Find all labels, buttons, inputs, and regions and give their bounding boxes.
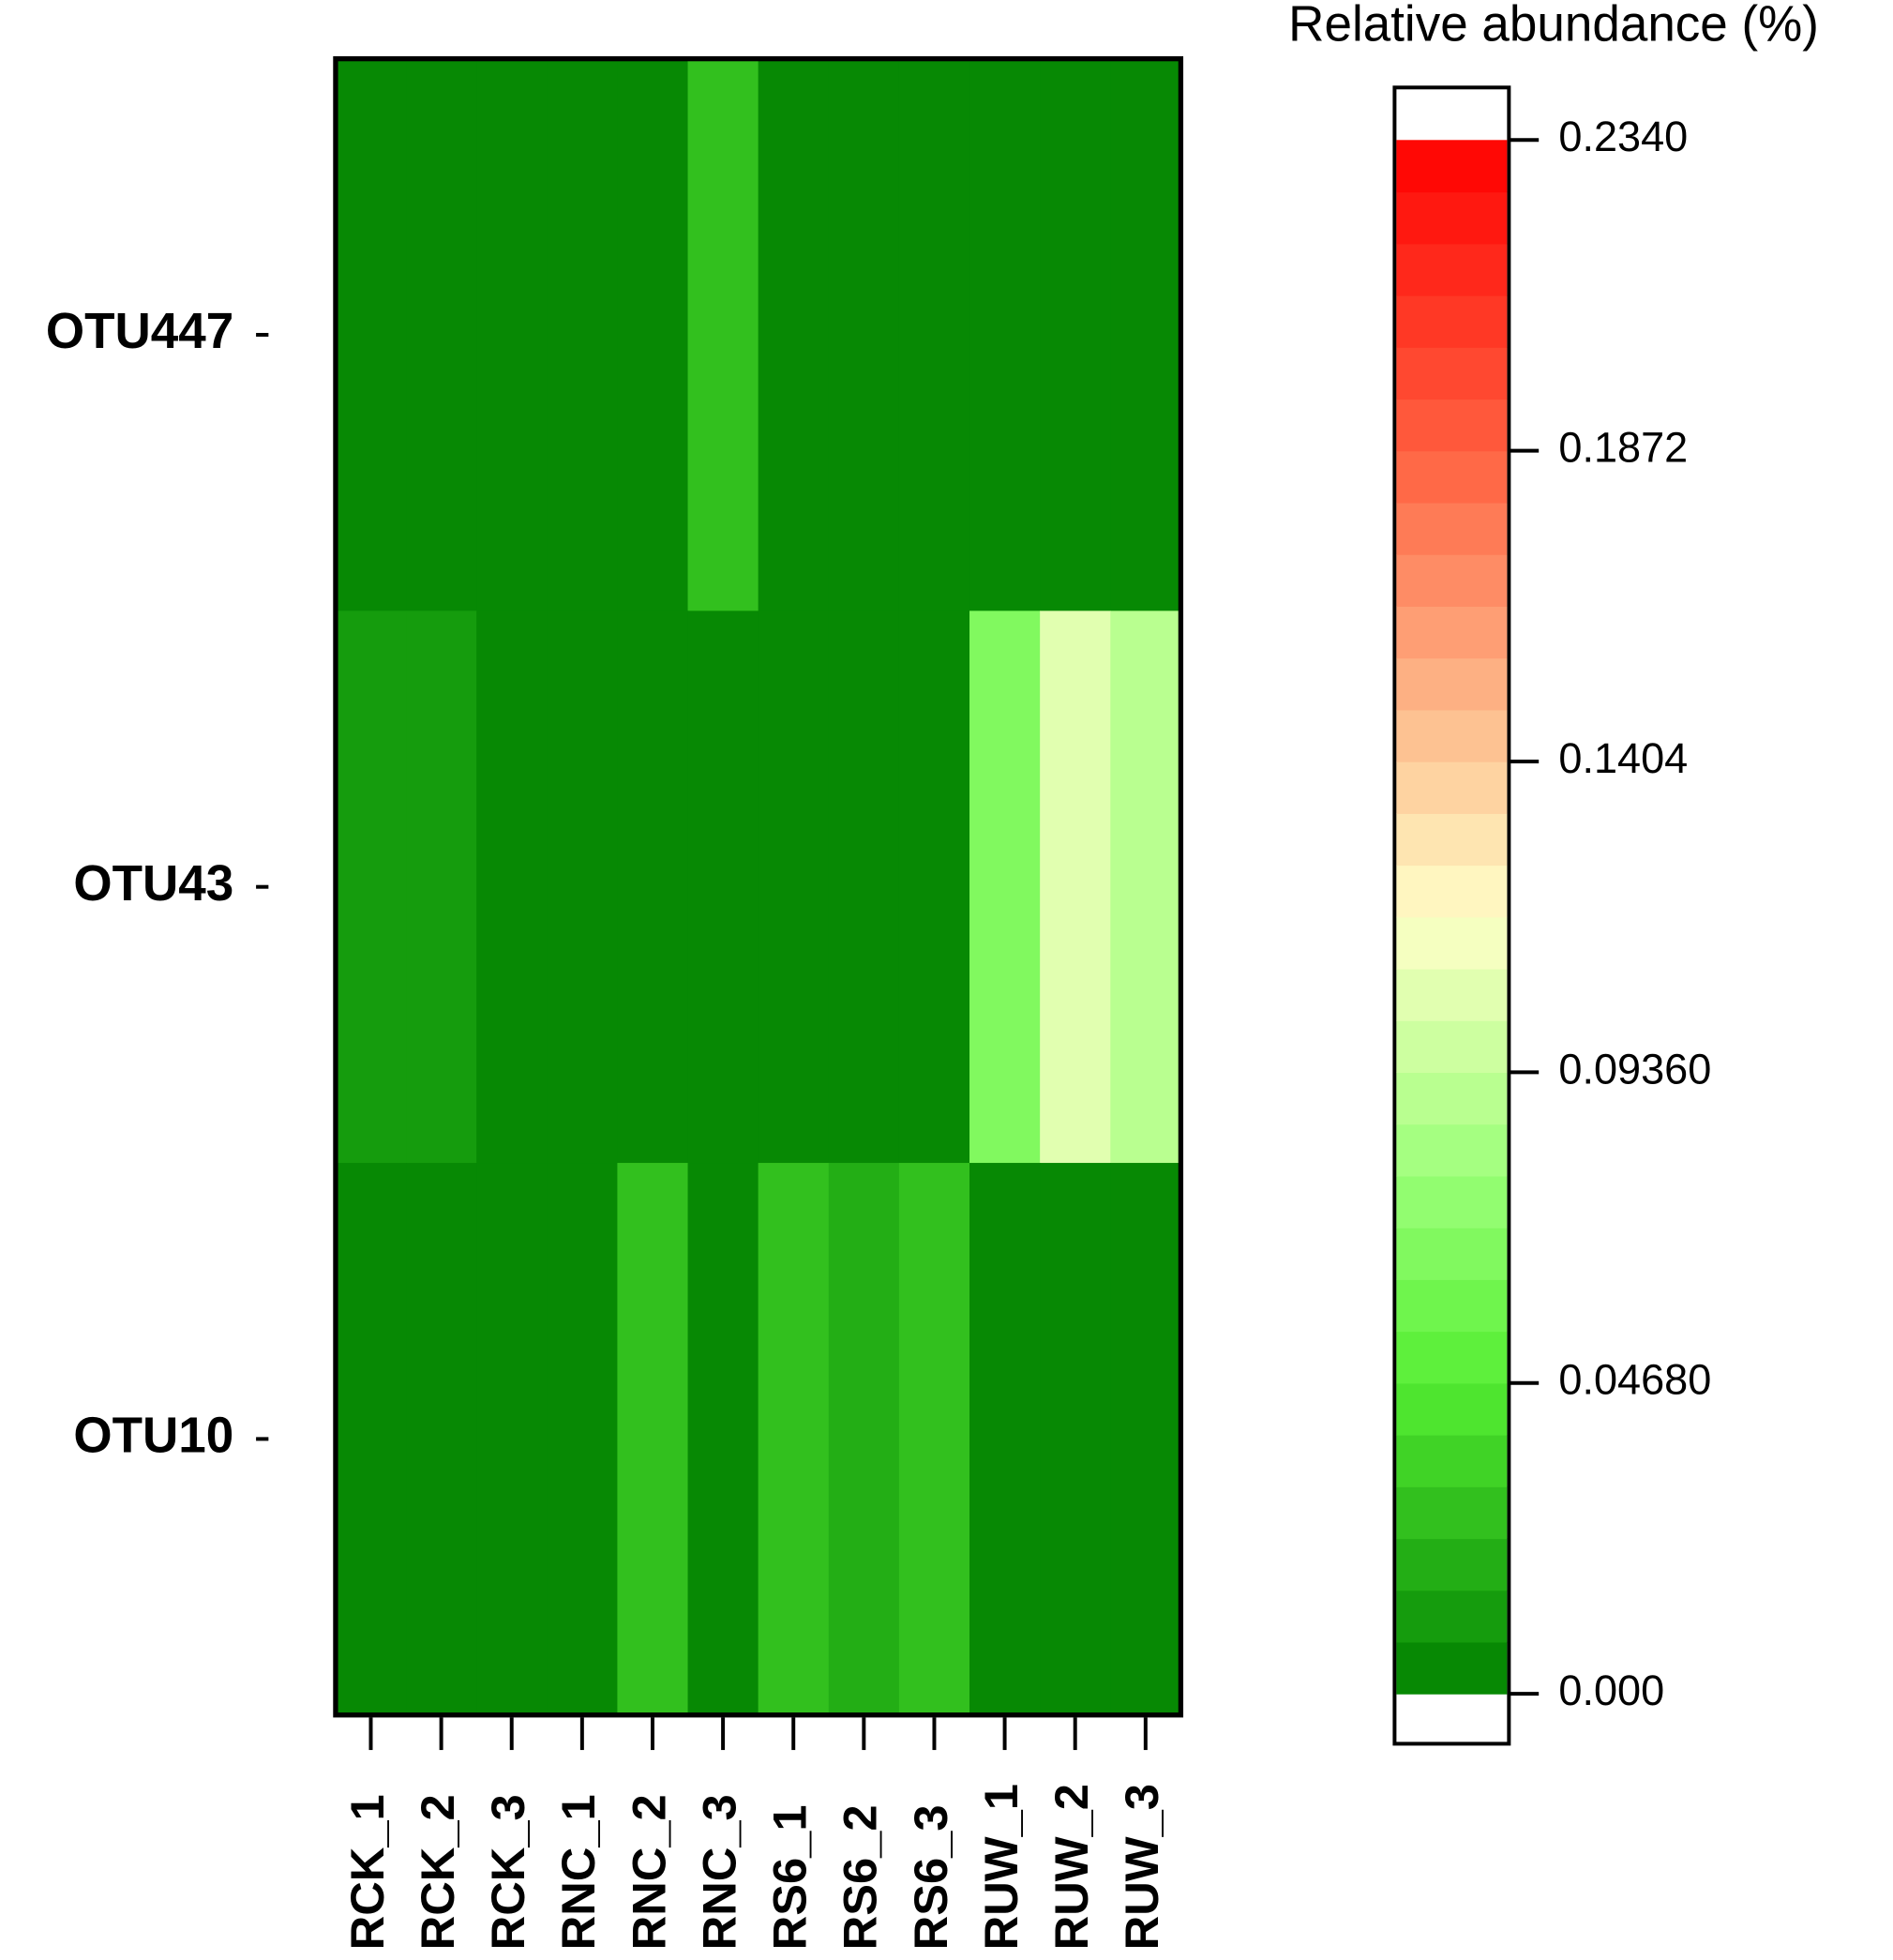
colorbar-band bbox=[1396, 1279, 1508, 1333]
colorbar-band bbox=[1396, 968, 1508, 1021]
heat-cell bbox=[828, 1163, 900, 1716]
heat-cell bbox=[617, 58, 689, 612]
heat-cell bbox=[687, 58, 759, 612]
colorbar-band bbox=[1396, 347, 1508, 400]
heat-cell bbox=[969, 1163, 1041, 1716]
row-label: OTU10 bbox=[73, 1408, 233, 1463]
colorbar-band bbox=[1396, 657, 1508, 711]
heat-cell bbox=[476, 1163, 548, 1716]
colorbar-tick-label: 0.04680 bbox=[1558, 1356, 1711, 1404]
heat-cell bbox=[617, 1163, 689, 1716]
heat-cell bbox=[1110, 58, 1182, 612]
heat-cell bbox=[898, 1163, 970, 1716]
colorbar-band bbox=[1396, 1228, 1508, 1280]
row-label: OTU447 bbox=[46, 304, 233, 359]
column-label: RUW_2 bbox=[1044, 1784, 1098, 1950]
colorbar-band bbox=[1396, 502, 1508, 555]
colorbar-band bbox=[1396, 761, 1508, 814]
column-label: RNC_3 bbox=[693, 1794, 746, 1950]
colorbar-band bbox=[1396, 294, 1508, 348]
colorbar-band bbox=[1396, 709, 1508, 762]
heat-cell bbox=[406, 58, 477, 612]
colorbar-tick-label: 0.2340 bbox=[1558, 113, 1688, 160]
colorbar-band bbox=[1396, 399, 1508, 452]
heat-cell bbox=[828, 58, 900, 612]
heat-cell bbox=[547, 611, 619, 1164]
heat-cell bbox=[335, 611, 407, 1164]
heat-cell bbox=[406, 1163, 477, 1716]
heat-cell bbox=[547, 58, 619, 612]
colorbar-tick-label: 0.09360 bbox=[1558, 1045, 1711, 1093]
colorbar-band bbox=[1396, 1486, 1508, 1540]
heat-cell bbox=[406, 611, 477, 1164]
column-label: RS6_2 bbox=[834, 1804, 887, 1950]
colorbar-band bbox=[1396, 1175, 1508, 1229]
colorbar-band bbox=[1396, 1072, 1508, 1125]
heat-cell bbox=[335, 1163, 407, 1716]
heat-cell bbox=[617, 611, 689, 1164]
heat-cell bbox=[969, 58, 1041, 612]
column-label: RCK_3 bbox=[481, 1794, 534, 1950]
heat-cell bbox=[687, 611, 759, 1164]
colorbar-tick-label: 0.1404 bbox=[1558, 734, 1688, 782]
colorbar-band bbox=[1396, 140, 1508, 193]
plot-frame bbox=[333, 55, 1184, 1718]
heat-cell bbox=[758, 58, 830, 612]
column-label: RUW_3 bbox=[1115, 1784, 1168, 1950]
heat-cell bbox=[476, 58, 548, 612]
heat-cell bbox=[335, 58, 407, 612]
colorbar-band bbox=[1396, 243, 1508, 296]
colorbar-band bbox=[1396, 1641, 1508, 1695]
heat-cell bbox=[687, 1163, 759, 1716]
heat-cell bbox=[898, 58, 970, 612]
column-label: RNC_2 bbox=[622, 1794, 675, 1950]
colorbar-band bbox=[1396, 916, 1508, 970]
heat-cell bbox=[969, 611, 1041, 1164]
colorbar-band bbox=[1396, 606, 1508, 659]
heat-cell bbox=[1040, 58, 1111, 612]
heat-cell bbox=[1040, 1163, 1111, 1716]
heat-cell bbox=[758, 1163, 830, 1716]
colorbar-tick-label: 0.000 bbox=[1558, 1666, 1664, 1714]
heat-cell bbox=[1110, 1163, 1182, 1716]
colorbar-band bbox=[1396, 1590, 1508, 1643]
heat-cell bbox=[828, 611, 900, 1164]
colorbar-band bbox=[1396, 1331, 1508, 1384]
colorbar-band bbox=[1396, 1020, 1508, 1074]
heat-cell bbox=[547, 1163, 619, 1716]
row-label: OTU43 bbox=[73, 856, 233, 912]
colorbar-band bbox=[1396, 554, 1508, 607]
colorbar-band bbox=[1396, 450, 1508, 504]
column-label: RS6_1 bbox=[763, 1804, 817, 1950]
colorbar-title: Relative abundance (%) bbox=[1288, 0, 1819, 52]
colorbar-band bbox=[1396, 813, 1508, 867]
heat-cell bbox=[1040, 611, 1111, 1164]
column-label: RS6_3 bbox=[904, 1804, 957, 1950]
colorbar-band bbox=[1396, 1538, 1508, 1591]
column-label: RCK_2 bbox=[411, 1794, 464, 1950]
column-label: RNC_1 bbox=[551, 1794, 605, 1950]
heat-cell bbox=[1110, 611, 1182, 1164]
colorbar-band bbox=[1396, 1434, 1508, 1487]
colorbar-band bbox=[1396, 865, 1508, 918]
colorbar-tick-label: 0.1872 bbox=[1558, 424, 1688, 472]
colorbar-band bbox=[1396, 1382, 1508, 1436]
heat-cell bbox=[758, 611, 830, 1164]
heat-cell bbox=[898, 611, 970, 1164]
colorbar-band bbox=[1396, 191, 1508, 245]
column-label: RUW_1 bbox=[974, 1784, 1028, 1950]
heat-cell bbox=[476, 611, 548, 1164]
colorbar-band bbox=[1396, 1123, 1508, 1177]
column-label: RCK_1 bbox=[340, 1794, 394, 1950]
